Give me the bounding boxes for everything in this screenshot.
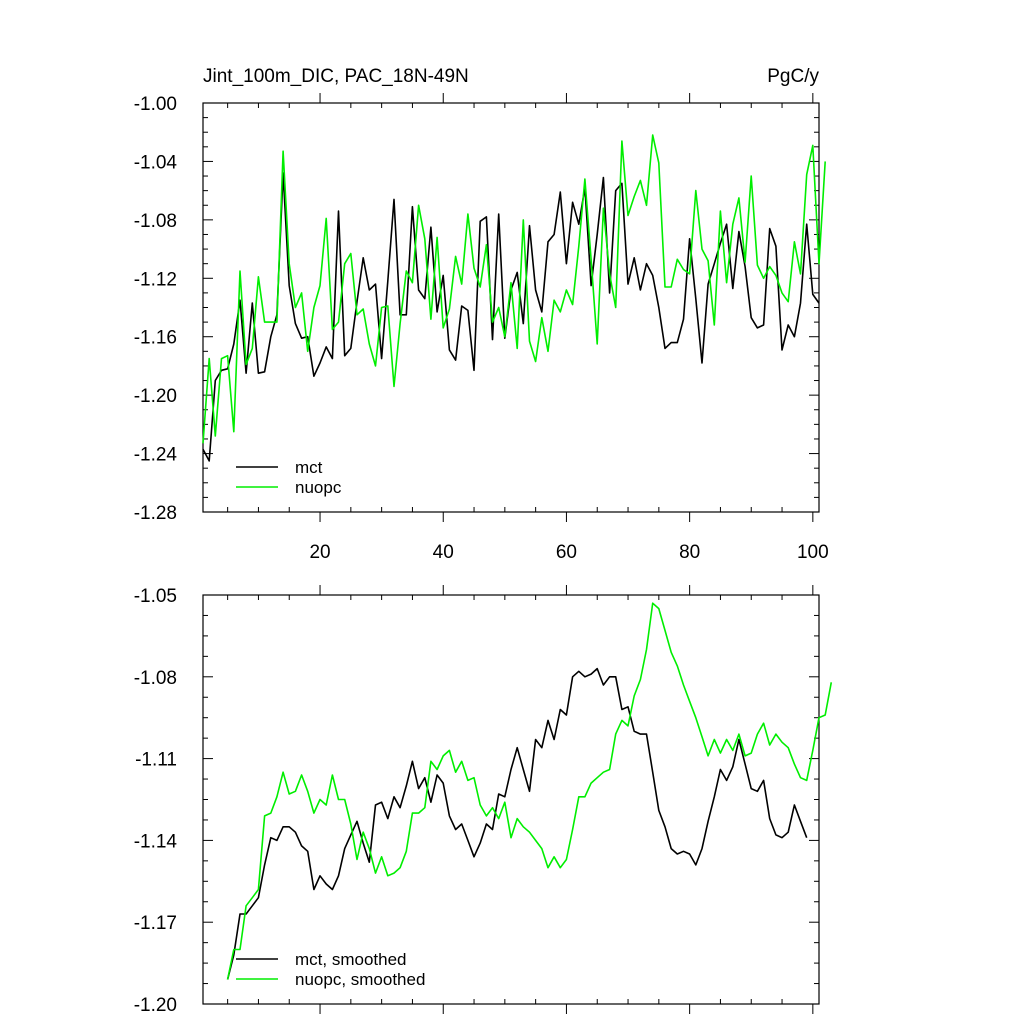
x-tick-label: 40 bbox=[433, 542, 454, 563]
top-plot: -1.28 -1.24 -1.20 -1.16 -1.12 -1.08 -1.04 -1.00… bbox=[134, 93, 829, 563]
legend-label: nuopc, smoothed bbox=[295, 970, 425, 989]
legend-label: mct, smoothed bbox=[295, 950, 407, 969]
series-line-nuopc bbox=[202, 134, 826, 444]
bottom-plot: -1.20 -1.17 -1.14 -1.11 -1.08 -1.05 mct, smoot… bbox=[134, 585, 833, 1016]
series-line-nuopc-smoothed bbox=[226, 602, 833, 980]
x-tick-label: 100 bbox=[797, 542, 829, 563]
y-tick-label: -1.08 bbox=[134, 211, 177, 232]
series-line-mct-smoothed bbox=[226, 667, 808, 980]
x-tick-label: 60 bbox=[556, 542, 577, 563]
y-tick-label: -1.11 bbox=[135, 750, 177, 771]
x-tick-label: 20 bbox=[309, 542, 330, 563]
series-line-mct bbox=[202, 172, 820, 462]
top-chart-title: Jint_100m_DIC, PAC_18N-49N bbox=[203, 66, 469, 87]
y-tick-label: -1.14 bbox=[134, 831, 178, 852]
y-tick-label: -1.17 bbox=[134, 913, 177, 934]
y-tick-label: -1.00 bbox=[134, 94, 177, 115]
y-tick-label: -1.24 bbox=[134, 445, 178, 466]
y-tick-label: -1.08 bbox=[134, 668, 177, 689]
y-tick-label: -1.28 bbox=[134, 503, 177, 524]
y-tick-label: -1.04 bbox=[134, 152, 178, 173]
y-tick-label: -1.20 bbox=[134, 995, 177, 1016]
top-chart-units: PgC/y bbox=[767, 66, 819, 87]
y-tick-label: -1.05 bbox=[134, 586, 177, 607]
x-tick-label: 80 bbox=[679, 542, 700, 563]
y-tick-label: -1.20 bbox=[134, 386, 177, 407]
y-tick-label: -1.16 bbox=[134, 328, 177, 349]
legend-label: mct bbox=[295, 458, 323, 477]
y-tick-label: -1.12 bbox=[134, 269, 177, 290]
legend-label: nuopc bbox=[295, 478, 342, 497]
plot-frame bbox=[202, 594, 820, 1005]
